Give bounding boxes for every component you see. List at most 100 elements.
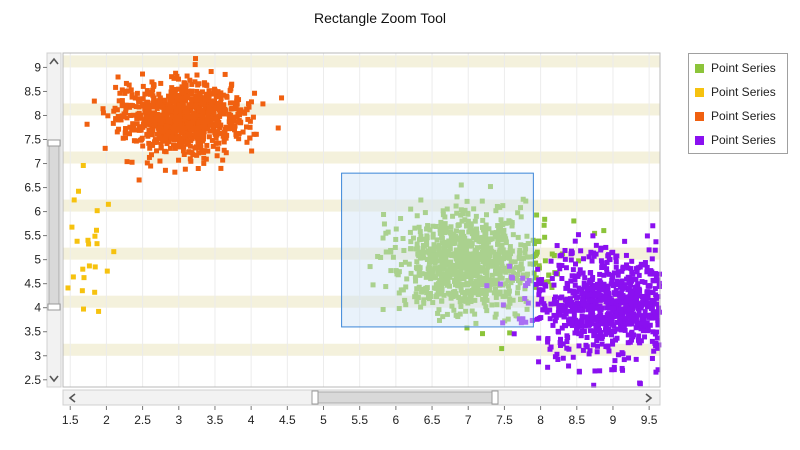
vertical-scroll-thumb[interactable] (48, 142, 60, 309)
horizontal-scroll-thumb[interactable] (315, 391, 495, 404)
data-point (381, 221, 387, 227)
data-point (436, 271, 442, 277)
chevron-down-icon[interactable] (49, 375, 59, 383)
data-point (522, 242, 528, 248)
data-point (457, 311, 463, 317)
data-point (614, 326, 620, 332)
data-point (408, 239, 414, 245)
data-point (435, 288, 441, 294)
data-point (641, 301, 647, 307)
data-point (516, 267, 522, 273)
data-point (457, 272, 463, 278)
data-point (206, 97, 212, 103)
data-point (599, 334, 605, 340)
data-point (479, 244, 485, 250)
data-point (177, 96, 183, 102)
data-point (606, 348, 612, 354)
data-point (484, 242, 490, 248)
legend-item[interactable]: Point Series (689, 128, 787, 152)
data-point (210, 143, 216, 149)
data-point (650, 223, 656, 229)
x-tick-label: 6.5 (424, 413, 441, 427)
vertical-scroll-handle-bottom[interactable] (47, 303, 61, 311)
zoom-rectangle[interactable] (341, 172, 534, 328)
data-point (459, 248, 465, 254)
data-point (655, 345, 661, 351)
data-point (518, 297, 524, 303)
data-point (591, 382, 597, 388)
data-point (635, 281, 641, 287)
data-point (551, 253, 557, 259)
data-point (195, 135, 201, 141)
data-point (440, 212, 446, 218)
data-point (142, 106, 148, 112)
data-point (533, 260, 539, 266)
data-point (394, 268, 400, 274)
data-point (469, 231, 475, 237)
data-point (524, 254, 530, 260)
vertical-scroll-handle-top[interactable] (47, 139, 61, 147)
data-point (484, 212, 490, 218)
data-point (418, 233, 424, 239)
data-point (613, 264, 619, 270)
data-point (380, 306, 386, 312)
data-point (131, 123, 137, 129)
data-point (621, 325, 627, 331)
data-point (448, 229, 454, 235)
data-point (194, 97, 200, 103)
data-point (208, 118, 214, 124)
data-point (633, 276, 639, 282)
data-point (598, 258, 604, 264)
data-point (115, 74, 121, 80)
data-point (574, 289, 580, 295)
data-point (467, 295, 473, 301)
data-point (496, 253, 502, 259)
vertical-scrollbar[interactable] (46, 52, 62, 388)
data-point (168, 127, 174, 133)
data-point (124, 159, 130, 165)
data-point (419, 286, 425, 292)
chevron-right-icon[interactable] (645, 393, 653, 403)
data-point (559, 263, 565, 269)
data-point (586, 254, 592, 260)
data-point (234, 95, 240, 101)
data-point (190, 123, 196, 129)
data-point (593, 242, 599, 248)
data-point (570, 316, 576, 322)
data-point (480, 217, 486, 223)
data-point (645, 327, 651, 333)
legend-item[interactable]: Point Series (689, 56, 787, 80)
y-tick-label: 6.5 (24, 181, 41, 195)
horizontal-scroll-handle-right[interactable] (491, 390, 499, 405)
data-point (210, 98, 216, 104)
data-point (439, 271, 445, 277)
data-point (609, 367, 615, 373)
data-point (465, 300, 471, 306)
data-point (194, 105, 200, 111)
chevron-left-icon[interactable] (68, 393, 76, 403)
data-point (130, 121, 136, 127)
data-point (403, 284, 409, 290)
data-point (421, 297, 427, 303)
horizontal-scrollbar[interactable] (62, 389, 661, 406)
legend-item[interactable]: Point Series (689, 80, 787, 104)
data-point (607, 257, 613, 263)
chevron-up-icon[interactable] (49, 57, 59, 65)
data-point (462, 264, 468, 270)
horizontal-scroll-handle-left[interactable] (311, 390, 319, 405)
data-point (445, 260, 451, 266)
legend-item[interactable]: Point Series (689, 104, 787, 128)
data-point (462, 207, 468, 213)
data-point (641, 293, 647, 299)
data-point (584, 286, 590, 292)
data-point (536, 359, 542, 365)
data-point (184, 73, 190, 79)
data-point (520, 255, 526, 261)
data-point (515, 234, 521, 240)
data-point (609, 277, 615, 283)
data-point (641, 315, 647, 321)
data-point (150, 93, 156, 99)
data-point (489, 302, 495, 308)
data-point (193, 56, 199, 62)
